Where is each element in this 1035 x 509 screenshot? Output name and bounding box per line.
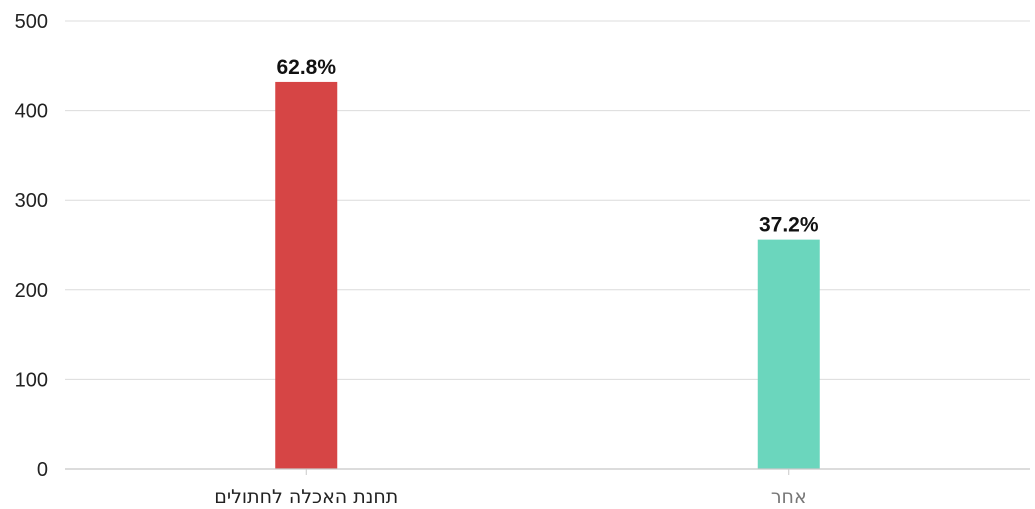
y-tick-label: 400 — [15, 101, 48, 123]
y-tick-label: 300 — [15, 190, 48, 212]
data-label-2: 37.2% — [759, 214, 819, 237]
y-tick-label: 200 — [15, 280, 48, 302]
data-labels: 62.8% 37.2% — [276, 56, 818, 237]
bar-1 — [275, 81, 338, 469]
bar-2 — [757, 239, 820, 469]
data-label-1: 62.8% — [276, 56, 336, 79]
x-axis: תחנת האכלה לחתולים אחר — [65, 468, 1030, 508]
x-tick-label: אחר — [771, 486, 807, 508]
grid-lines — [65, 20, 1030, 380]
bars — [275, 81, 820, 469]
y-tick-label: 0 — [37, 459, 48, 481]
y-axis: 0 100 200 300 400 500 — [15, 11, 48, 481]
y-tick-label: 500 — [15, 11, 48, 33]
x-tick-label: תחנת האכלה לחתולים — [214, 486, 398, 508]
y-tick-label: 100 — [15, 369, 48, 391]
